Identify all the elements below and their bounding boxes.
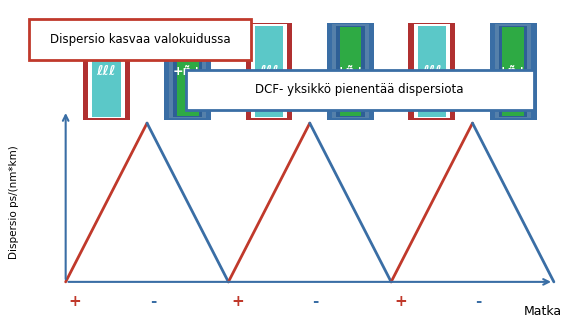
- Text: +ñ+: +ñ+: [335, 65, 365, 78]
- FancyBboxPatch shape: [413, 24, 450, 118]
- Text: ℓℓℓ: ℓℓℓ: [96, 64, 116, 78]
- FancyBboxPatch shape: [170, 24, 206, 118]
- FancyBboxPatch shape: [92, 26, 120, 117]
- FancyBboxPatch shape: [490, 23, 537, 120]
- FancyBboxPatch shape: [186, 70, 534, 110]
- Text: Matka: Matka: [524, 305, 561, 318]
- Text: DCF- yksikkö pienentää dispersiota: DCF- yksikkö pienentää dispersiota: [255, 83, 464, 97]
- Text: -: -: [150, 294, 156, 309]
- FancyBboxPatch shape: [499, 26, 528, 117]
- FancyBboxPatch shape: [327, 23, 374, 120]
- FancyBboxPatch shape: [340, 27, 361, 116]
- FancyBboxPatch shape: [255, 26, 283, 117]
- Text: -: -: [313, 294, 319, 309]
- FancyBboxPatch shape: [502, 27, 524, 116]
- Text: +ñ+: +ñ+: [498, 65, 528, 78]
- Text: +ñ+: +ñ+: [172, 65, 203, 78]
- FancyBboxPatch shape: [251, 24, 287, 118]
- FancyBboxPatch shape: [408, 23, 455, 120]
- Text: ℓℓℓ: ℓℓℓ: [422, 64, 441, 78]
- Text: Dispersio kasvaa valokuidussa: Dispersio kasvaa valokuidussa: [50, 33, 230, 46]
- FancyBboxPatch shape: [29, 19, 251, 60]
- FancyBboxPatch shape: [88, 24, 124, 118]
- FancyBboxPatch shape: [174, 26, 202, 117]
- Text: -: -: [475, 294, 482, 309]
- FancyBboxPatch shape: [332, 24, 369, 118]
- FancyBboxPatch shape: [495, 24, 532, 118]
- FancyBboxPatch shape: [246, 23, 292, 120]
- Text: +: +: [69, 294, 81, 309]
- Text: Dispersio ps/(nm*km): Dispersio ps/(nm*km): [9, 145, 19, 260]
- FancyBboxPatch shape: [164, 23, 211, 120]
- FancyBboxPatch shape: [417, 26, 446, 117]
- FancyBboxPatch shape: [177, 27, 199, 116]
- FancyBboxPatch shape: [336, 26, 365, 117]
- Text: +: +: [231, 294, 244, 309]
- FancyBboxPatch shape: [83, 23, 130, 120]
- Text: +: +: [394, 294, 407, 309]
- Text: ℓℓℓ: ℓℓℓ: [259, 64, 279, 78]
